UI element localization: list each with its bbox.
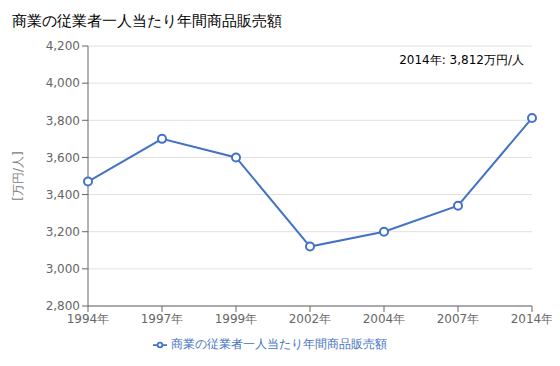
html-text:商業の従業者一人当たり年間商品販売額: 商業の従業者一人当たり年間商品販売額 [171,337,387,351]
html-text:2014年: 3,812万円/人: 2014年: 3,812万円/人 [399,53,524,67]
svg-text:4,200: 4,200 [46,39,80,53]
svg-text:1999年: 1999年 [215,312,258,326]
svg-text:[万円/人]: [万円/人] [11,151,25,200]
svg-text:2014年: 2014年 [511,312,552,326]
svg-text:4,000: 4,000 [46,76,80,90]
svg-text:2004年: 2004年 [363,312,406,326]
svg-text:1997年: 1997年 [141,312,184,326]
svg-text:2002年: 2002年 [289,312,332,326]
svg-text:3,600: 3,600 [46,151,80,165]
svg-text:3,800: 3,800 [46,114,80,128]
svg-text:3,000: 3,000 [46,262,80,276]
svg-text:2,800: 2,800 [46,299,80,313]
svg-text:1994年: 1994年 [67,312,110,326]
html-text:商業の従業者一人当たり年間商品販売額: 商業の従業者一人当たり年間商品販売額 [12,12,282,30]
svg-text:3,200: 3,200 [46,225,80,239]
svg-text:2007年: 2007年 [437,312,480,326]
svg-text:3,400: 3,400 [46,188,80,202]
